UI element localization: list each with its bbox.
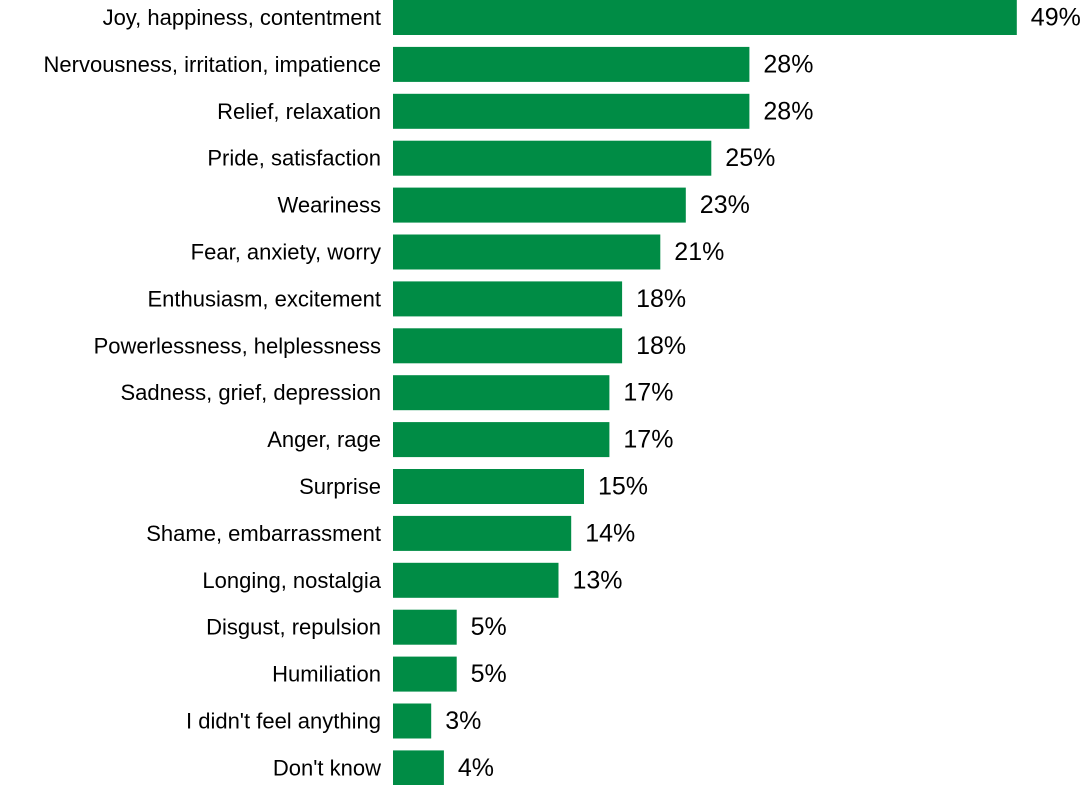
bar	[393, 656, 457, 692]
category-label: Joy, happiness, contentment	[103, 5, 381, 30]
bar	[393, 281, 623, 317]
bar	[393, 93, 750, 129]
value-label: 14%	[585, 519, 635, 547]
category-labels-layer: Joy, happiness, contentment Nervousness, …	[44, 5, 382, 780]
value-label: 18%	[636, 332, 686, 360]
value-label: 18%	[636, 285, 686, 313]
category-label: Surprise	[299, 474, 381, 499]
category-label: Fear, anxiety, worry	[191, 240, 381, 265]
value-label: 17%	[623, 379, 673, 407]
value-labels-layer: 49% 28% 28% 25% 23% 21% 18% 18% 17% 17% 15% 14% 13% 5…	[445, 4, 1081, 782]
value-label: 5%	[471, 613, 507, 641]
bar	[393, 140, 712, 176]
value-label: 3%	[445, 707, 481, 735]
value-label: 15%	[598, 473, 648, 501]
value-label: 5%	[471, 660, 507, 688]
bar	[393, 562, 559, 598]
value-label: 25%	[725, 144, 775, 172]
category-label: Powerlessness, helplessness	[94, 333, 381, 358]
bar	[393, 703, 432, 739]
value-label: 13%	[573, 566, 623, 594]
value-label: 23%	[700, 191, 750, 219]
value-label: 28%	[763, 50, 813, 78]
bar	[393, 187, 686, 223]
category-label: Enthusiasm, excitement	[147, 286, 381, 311]
bar	[393, 328, 623, 364]
value-label: 4%	[458, 754, 494, 782]
value-label: 17%	[623, 426, 673, 454]
category-label: I didn't feel anything	[186, 709, 381, 734]
bar	[393, 46, 750, 82]
category-label: Don't know	[273, 755, 381, 780]
category-label: Longing, nostalgia	[202, 568, 381, 593]
category-label: Anger, rage	[267, 427, 381, 452]
bar	[393, 0, 1017, 35]
value-label: 21%	[674, 238, 724, 266]
bar	[393, 515, 572, 551]
category-label: Weariness	[277, 193, 381, 218]
category-label: Humiliation	[272, 662, 381, 687]
value-label: 49%	[1031, 4, 1081, 32]
category-label: Relief, relaxation	[217, 99, 381, 124]
bar	[393, 422, 610, 458]
category-label: Nervousness, irritation, impatience	[44, 52, 381, 77]
category-label: Pride, satisfaction	[207, 146, 381, 171]
category-label: Shame, embarrassment	[146, 521, 381, 546]
bar	[393, 469, 584, 504]
bar	[393, 234, 661, 270]
category-label: Sadness, grief, depression	[121, 380, 382, 405]
bar	[393, 375, 610, 411]
bars-layer	[393, 0, 1017, 786]
category-label: Disgust, repulsion	[206, 615, 381, 640]
bar	[393, 750, 444, 786]
bar	[393, 609, 457, 645]
value-label: 28%	[763, 97, 813, 125]
